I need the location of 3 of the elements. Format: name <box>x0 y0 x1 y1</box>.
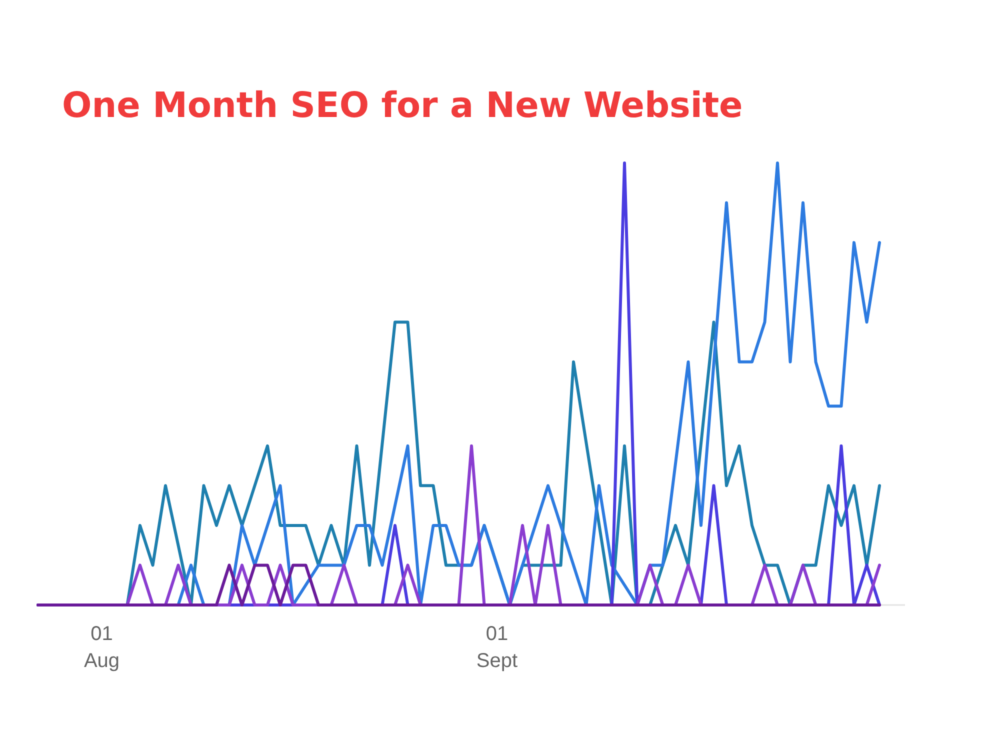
chart-title: One Month SEO for a New Website <box>62 86 743 126</box>
x-tick-label: 01 Sept <box>476 623 518 672</box>
x-tick-label: 01 Aug <box>84 623 120 672</box>
